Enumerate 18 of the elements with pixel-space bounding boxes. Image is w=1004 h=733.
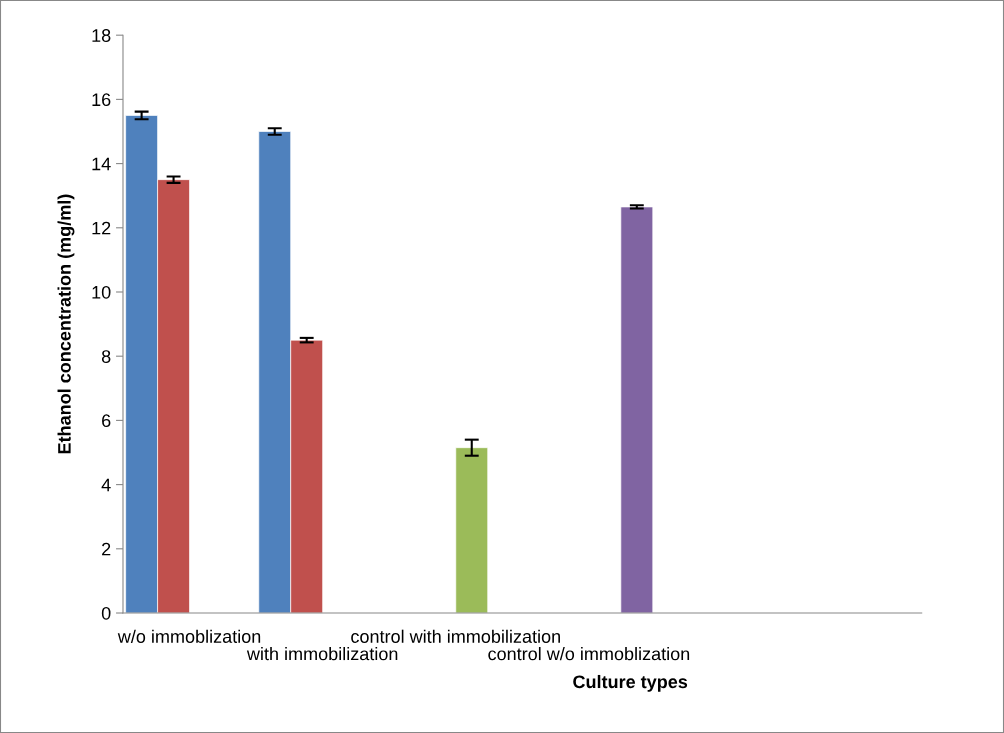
y-tick-label: 2 [102,542,111,556]
y-tick-label: 14 [92,157,111,171]
y-tick-label: 0 [101,606,111,620]
y-axis-title: Ethanol concentration (mg/ml) [57,194,75,454]
bar [455,447,489,614]
y-tick-label: 16 [92,93,111,107]
y-tick-label: 4 [101,478,111,492]
y-tick-label: 18 [92,29,111,42]
y-tick-label: 8 [101,350,111,363]
x-tick-label: w/o immoblization [117,629,261,643]
x-tick-label: with immobilization [246,647,398,661]
y-tick-label: 10 [92,285,111,299]
x-tick-label: control w/o immoblization [488,647,690,661]
y-tick-label: 6 [102,414,111,428]
x-tick-label: control with immobilization [351,629,560,643]
bar [620,206,654,614]
y-tick-label: 12 [92,221,111,235]
x-axis-title: Culture types [573,674,688,692]
